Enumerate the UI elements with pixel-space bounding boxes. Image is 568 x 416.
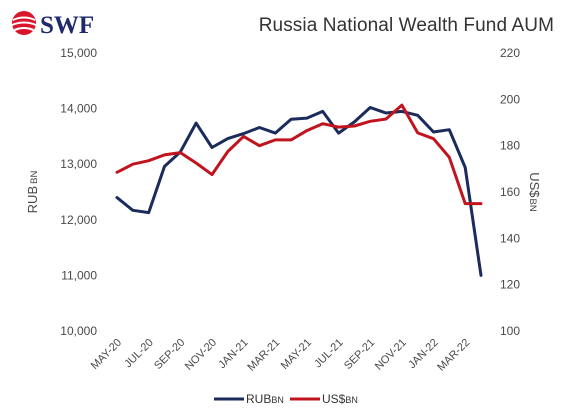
- series-line-usd: [115, 103, 483, 206]
- x-tick-label: SEP-20: [152, 337, 187, 372]
- right-tick-label: 180: [500, 139, 520, 153]
- x-tick-label: JUL-20: [122, 337, 156, 371]
- legend-label-rub-main: RUB: [246, 392, 271, 406]
- globe-icon: [12, 11, 36, 35]
- x-tick-label: SEP-21: [342, 337, 377, 372]
- left-axis-title-main: RUB: [25, 186, 40, 213]
- right-axis-ticks: 100 120 140 160 180 200 220: [500, 46, 520, 338]
- x-tick-label: MAY-21: [279, 337, 314, 372]
- right-axis-title: US$BN: [527, 172, 542, 212]
- left-tick-label: 11,000: [61, 268, 97, 282]
- swf-logo: SWF: [12, 11, 94, 38]
- chart-title: Russia National Wealth Fund AUM: [258, 15, 554, 36]
- right-tick-label: 140: [500, 231, 520, 245]
- left-tick-label: 15,000: [60, 46, 97, 60]
- left-axis-title-unit: BN: [29, 171, 40, 184]
- left-tick-label: 12,000: [60, 213, 97, 227]
- x-tick-label: MAR-22: [435, 337, 472, 374]
- left-tick-label: 10,000: [60, 324, 97, 338]
- x-axis-ticks: MAY-20JUL-20SEP-20NOV-20JAN-21MAR-21MAY-…: [89, 337, 472, 374]
- legend-label-rub: RUBBN: [246, 392, 284, 406]
- right-tick-label: 160: [500, 185, 520, 199]
- left-axis-title: RUB BN: [25, 171, 40, 214]
- right-tick-label: 200: [500, 92, 520, 106]
- right-tick-label: 100: [500, 324, 520, 338]
- right-axis-title-main: US$: [527, 172, 542, 198]
- x-tick-label: MAR-21: [245, 337, 282, 374]
- x-tick-label: NOV-21: [373, 337, 409, 373]
- legend: RUBBN US$BN: [214, 392, 358, 406]
- x-tick-label: MAY-20: [89, 337, 124, 372]
- legend-label-rub-unit: BN: [271, 395, 284, 405]
- left-tick-label: 13,000: [60, 157, 97, 171]
- x-tick-label: JUL-21: [312, 337, 346, 371]
- legend-label-usd-unit: BN: [345, 395, 358, 405]
- x-tick-label: NOV-20: [183, 337, 219, 373]
- right-tick-label: 220: [500, 46, 520, 60]
- left-axis-ticks: 10,000 11,000 12,000 13,000 14,000 15,000: [60, 46, 97, 338]
- left-tick-label: 14,000: [60, 102, 97, 116]
- legend-label-usd-main: US$: [322, 392, 346, 406]
- series-lines: [115, 103, 483, 277]
- right-axis-title-unit: BN: [527, 199, 538, 212]
- right-tick-label: 120: [500, 278, 520, 292]
- legend-label-usd: US$BN: [322, 392, 358, 406]
- series-line-rub: [115, 106, 483, 277]
- logo-text: SWF: [40, 12, 94, 38]
